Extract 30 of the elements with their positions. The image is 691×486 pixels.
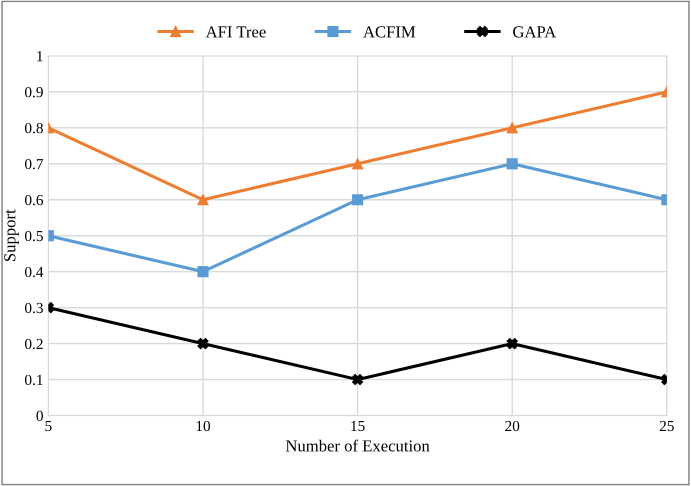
y-tick-label: 0.6 [24, 194, 44, 206]
legend-label: AFI Tree [206, 26, 266, 38]
x-tick-label: 10 [196, 420, 210, 432]
y-tick-label: 0 [36, 410, 43, 421]
y-tick-label: 0.5 [24, 230, 43, 242]
point [506, 158, 518, 170]
point [506, 122, 518, 134]
point [197, 266, 209, 278]
y-tick-label: 0.1 [24, 374, 43, 386]
y-tick-label: 0.7 [24, 158, 44, 170]
y-tick-label: 0.3 [24, 302, 43, 314]
y-tick-label: 0.2 [24, 338, 43, 350]
point [352, 374, 364, 386]
point [197, 194, 209, 206]
x-tick-label: 25 [660, 420, 674, 432]
point [352, 158, 364, 170]
point [197, 338, 209, 350]
legend-label: GAPA [513, 26, 556, 38]
y-tick-label: 0.9 [24, 86, 43, 98]
x-tick-label: 15 [351, 420, 365, 432]
legend-label: ACFIM [363, 26, 416, 38]
x-tick-label: 20 [505, 420, 520, 432]
x-tick-label: 5 [45, 420, 52, 432]
y-tick-label: 0.4 [24, 266, 44, 278]
point [506, 338, 518, 350]
y-axis-title: Support [4, 209, 19, 261]
x-axis-title: Number of Execution [286, 440, 430, 452]
y-tick-label: 0.8 [24, 122, 43, 134]
y-tick-label: 1 [37, 51, 43, 62]
point [352, 194, 364, 206]
